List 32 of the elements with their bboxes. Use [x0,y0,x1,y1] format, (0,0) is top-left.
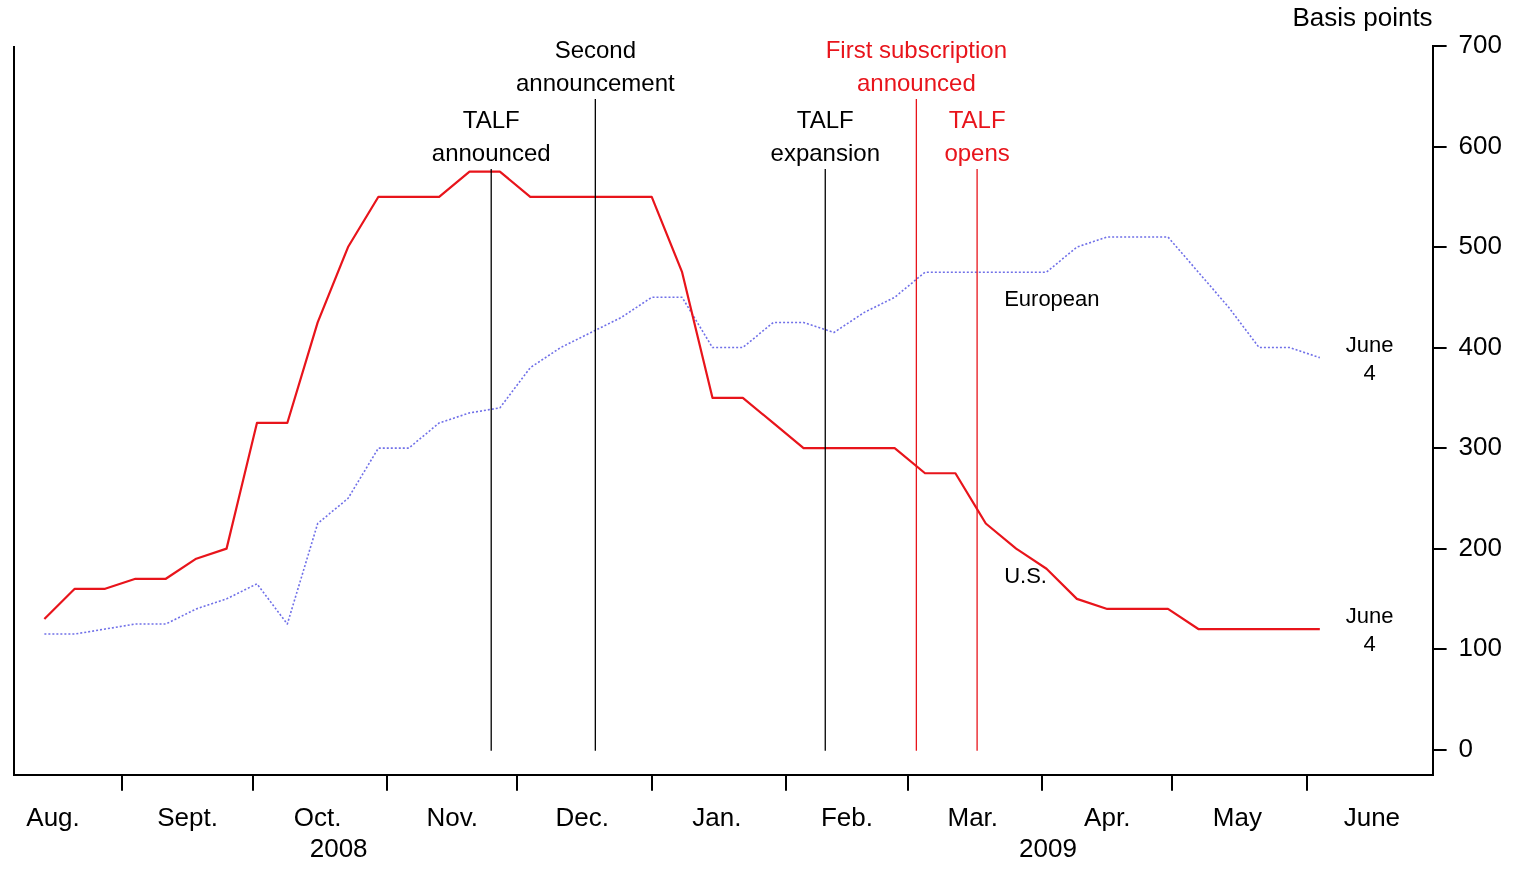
annotation: June 4 [1345,603,1394,657]
text: 2008 [309,832,368,863]
ref-line-label: Second announcement [515,36,676,96]
series-label: European [1004,286,1100,312]
x-tick-label: Oct. [293,801,342,832]
x-tick-label: Apr. [1084,801,1131,832]
ref-line-label: TALF expansion [770,106,880,166]
x-tick-label: Nov. [426,801,478,832]
y-tick-label: 700 [1458,29,1503,60]
y-tick-label: 600 [1458,129,1503,160]
x-tick-label: Jan. [692,801,742,832]
x-tick-label: Aug. [26,801,80,832]
y-tick-label: 300 [1458,431,1503,462]
y-axis-title: Basis points [1292,2,1433,32]
ref-line-label: First subscription announced [825,36,1008,96]
y-tick-label: 0 [1458,732,1474,763]
ref-line-label: TALF opens [944,106,1010,166]
series-label: U.S. [1004,562,1047,588]
x-tick-label: Dec. [555,801,610,832]
y-tick-label: 400 [1458,330,1503,361]
text: 2009 [1019,832,1077,863]
x-tick-label: Feb. [820,801,873,832]
y-tick-label: 100 [1458,632,1503,663]
y-tick-label: 200 [1458,531,1503,562]
x-tick-label: Sept. [157,801,218,832]
ref-line-label: TALF announced [431,106,551,166]
annotation: June 4 [1345,331,1394,385]
x-tick-label: Mar. [947,801,999,832]
y-tick-label: 500 [1458,230,1503,261]
x-tick-label: June [1343,801,1401,832]
line-series [43,236,1321,635]
x-tick-label: May [1212,801,1262,832]
